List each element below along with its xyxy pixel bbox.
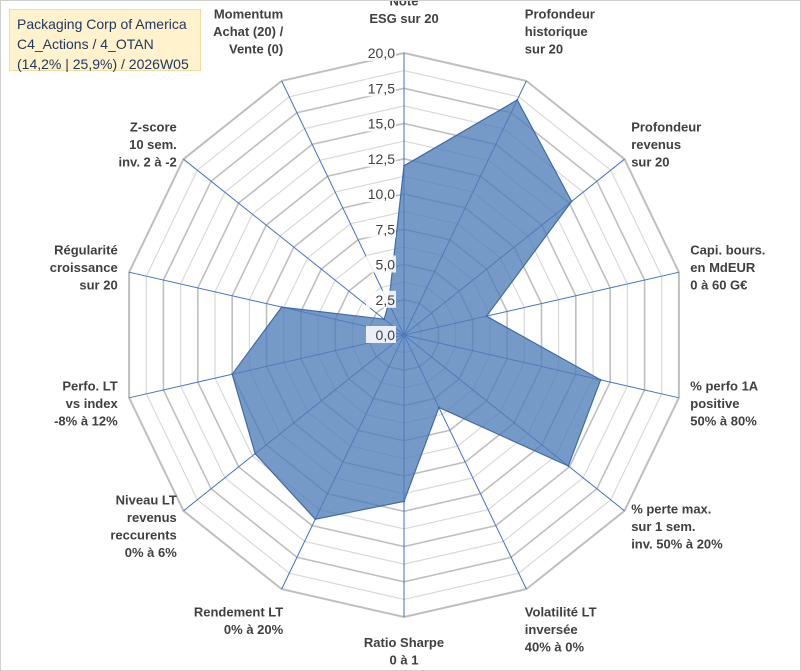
tick-label: 20,0 bbox=[368, 45, 395, 61]
axis-label-line: Volatilité LT bbox=[525, 605, 597, 620]
stats-line: (14,2% | 25,9%) / 2026W05 bbox=[17, 56, 189, 72]
tick-label: 17,5 bbox=[368, 80, 395, 96]
axis-label: Ratio Sharpe 0 à 1 bbox=[364, 635, 444, 668]
axis-label-line: Note bbox=[390, 1, 419, 9]
data-point bbox=[280, 306, 283, 309]
tick-label-bg bbox=[366, 255, 396, 273]
axis-label-line: Achat (20) / bbox=[213, 24, 283, 39]
axis-label-line: Capi. bours. bbox=[690, 242, 765, 257]
company-name: Packaging Corp of America bbox=[17, 16, 187, 32]
axis-label-line: 0 à 60 G€ bbox=[690, 277, 747, 292]
tick-label-bg bbox=[366, 79, 396, 97]
data-point bbox=[403, 500, 405, 503]
axis-label-line: sur 20 bbox=[525, 41, 563, 56]
axis-label: Profondeur historique sur 20 bbox=[525, 6, 595, 56]
tick-label-bg bbox=[366, 185, 396, 202]
axis-label-line: ESG sur 20 bbox=[369, 11, 438, 26]
axis-label-line: Profondeur bbox=[631, 120, 701, 135]
axis-label-line: historique bbox=[525, 24, 588, 39]
tick-label-bg bbox=[366, 326, 396, 343]
axis-label-line: 0 à 1 bbox=[390, 653, 419, 668]
series-area bbox=[231, 99, 602, 520]
axis-label-line: Rendement LT bbox=[194, 605, 283, 620]
category-line: C4_Actions / 4_OTAN bbox=[17, 36, 154, 52]
axis-label-line: croissance bbox=[50, 260, 118, 275]
axis-label-line: 40% à 0% bbox=[525, 640, 585, 655]
tick-label: 12,5 bbox=[368, 151, 395, 167]
data-point bbox=[231, 373, 234, 376]
axis-label-line: inversée bbox=[525, 622, 578, 637]
tick-label: 5,0 bbox=[376, 257, 396, 273]
data-point bbox=[437, 406, 440, 409]
data-point bbox=[516, 99, 519, 101]
data-point bbox=[254, 452, 257, 455]
axis-label-line: sur 20 bbox=[631, 155, 669, 170]
data-point bbox=[383, 318, 386, 321]
axis-label-line: % perte max. bbox=[631, 501, 711, 516]
chart-title-box: Packaging Corp of America C4_Actions / 4… bbox=[9, 9, 201, 72]
axis-label-line: en MdEUR bbox=[690, 260, 756, 275]
tick-label-bg bbox=[366, 44, 396, 61]
axis-label-line: sur 1 sem. bbox=[631, 519, 695, 534]
axis-label: Régularité croissance sur 20 bbox=[50, 242, 118, 292]
tick-label-bg bbox=[366, 220, 396, 238]
data-point bbox=[314, 518, 317, 521]
data-point bbox=[567, 465, 570, 467]
axis-label: Rendement LT 0% à 20% bbox=[194, 605, 284, 638]
axis-label-line: 0% à 6% bbox=[125, 545, 177, 560]
tick-label: 15,0 bbox=[368, 116, 395, 132]
axis-label: Niveau LT revenus reccurents 0% à 6% bbox=[110, 493, 177, 561]
tick-label: 7,5 bbox=[376, 221, 396, 237]
axis-label-line: Profondeur bbox=[525, 6, 595, 21]
axis-label-line: revenus bbox=[127, 510, 177, 525]
tick-label: 0,0 bbox=[376, 327, 396, 343]
data-point bbox=[599, 378, 602, 381]
axis-label-line: sur 20 bbox=[79, 277, 117, 292]
axis-label-line: revenus bbox=[631, 137, 681, 152]
axis-label-line: Z-score bbox=[130, 120, 177, 135]
axis-label: Profondeur revenus sur 20 bbox=[631, 120, 701, 170]
axis-label: % perte max. sur 1 sem. inv. 50% à 20% bbox=[631, 501, 723, 551]
axis-label-line: Vente (0) bbox=[229, 41, 283, 56]
axis-label-line: -8% à 12% bbox=[54, 414, 118, 429]
axis-label-line: vs index bbox=[66, 396, 119, 411]
data-point bbox=[485, 315, 488, 318]
axis-label-line: Ratio Sharpe bbox=[364, 635, 444, 650]
axis-label-line: Régularité bbox=[54, 242, 118, 257]
tick-label: 10,0 bbox=[368, 186, 395, 202]
axis-label-line: inv. 2 à -2 bbox=[119, 155, 177, 170]
axis-label-line: Niveau LT bbox=[116, 493, 177, 508]
axis-label: Volatilité LT inversée 40% à 0% bbox=[525, 605, 597, 655]
axis-label: Note ESG sur 20 bbox=[369, 1, 438, 26]
axis-label: Z-score 10 sem. inv. 2 à -2 bbox=[119, 120, 177, 170]
axis-label: Perfo. LT vs index -8% à 12% bbox=[54, 379, 118, 429]
data-point bbox=[570, 200, 573, 203]
axis-label-line: 50% à 80% bbox=[690, 414, 757, 429]
tick-label-bg bbox=[366, 114, 396, 132]
axis-label: % perfo 1A positive 50% à 80% bbox=[690, 379, 759, 429]
tick-label: 2,5 bbox=[376, 292, 396, 308]
axis-label-line: inv. 50% à 20% bbox=[631, 536, 723, 551]
axis-label-line: % perfo 1A bbox=[690, 379, 759, 394]
tick-label-bg bbox=[366, 149, 396, 167]
axis-label-line: positive bbox=[690, 396, 739, 411]
axis-label-line: Perfo. LT bbox=[62, 379, 117, 394]
axis-label-line: Momentum bbox=[214, 6, 283, 21]
tick-label-bg bbox=[366, 290, 396, 308]
axis-label: Momentum Achat (20) / Vente (0) bbox=[213, 6, 283, 56]
axis-label-line: 0% à 20% bbox=[224, 622, 284, 637]
axis-label: Capi. bours. en MdEUR 0 à 60 G€ bbox=[690, 242, 765, 292]
data-point bbox=[403, 164, 405, 167]
axis-label-line: reccurents bbox=[110, 528, 176, 543]
axis-label-line: 10 sem. bbox=[129, 137, 177, 152]
